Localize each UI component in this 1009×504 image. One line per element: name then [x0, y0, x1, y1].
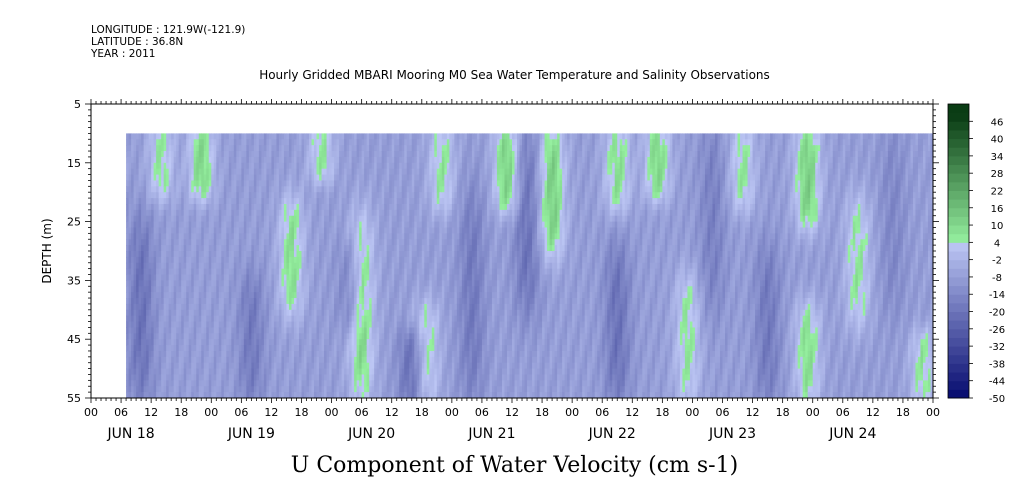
heatmap-field [126, 133, 934, 398]
